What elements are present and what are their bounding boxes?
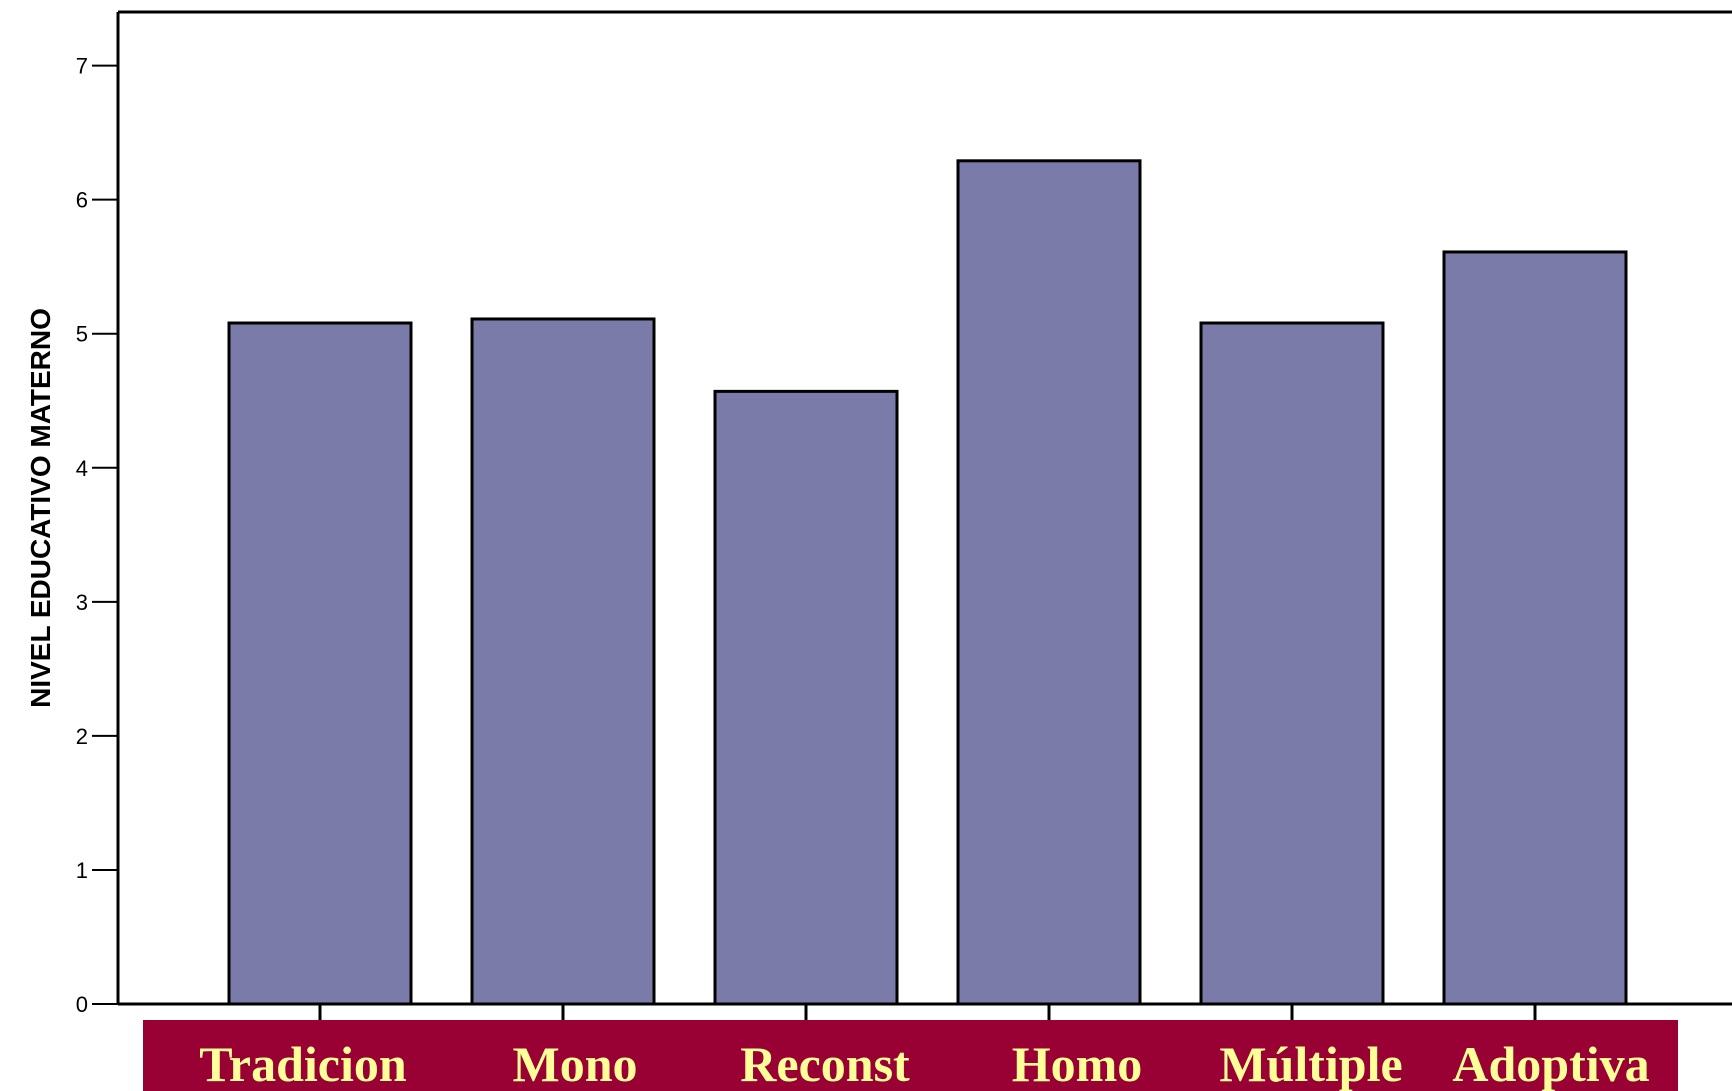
y-tick-label: 4 (76, 456, 88, 481)
category-label: Mono (513, 1036, 638, 1091)
category-label: Adoptiva (1452, 1036, 1649, 1091)
bar (470, 317, 656, 1006)
y-tick-label: 0 (76, 992, 88, 1017)
category-label: Tradicion (199, 1036, 407, 1091)
bar (227, 321, 413, 1006)
bar (1442, 250, 1628, 1006)
bars (227, 159, 1628, 1020)
category-label: Múltiple (1219, 1036, 1402, 1091)
bar (956, 159, 1142, 1006)
y-tick-label: 2 (76, 724, 88, 749)
category-band (143, 1020, 1678, 1091)
category-labels: Tradicion Mono Reconst Homo Múltiple Adoptiva (199, 1036, 1649, 1091)
y-tick-label: 5 (76, 322, 88, 347)
category-label: Homo (1012, 1036, 1143, 1091)
bar (1199, 321, 1385, 1006)
y-tick-label: 7 (76, 54, 88, 79)
category-label: Reconst (740, 1036, 910, 1091)
y-tick-label: 1 (76, 858, 88, 883)
y-tick-label: 3 (76, 590, 88, 615)
y-axis-label: NIVEL EDUCATIVO MATERNO (25, 308, 56, 708)
y-tick-label: 6 (76, 188, 88, 213)
y-axis-ticks: 0 1 2 3 4 5 6 7 (76, 54, 118, 1017)
bar (713, 389, 899, 1006)
